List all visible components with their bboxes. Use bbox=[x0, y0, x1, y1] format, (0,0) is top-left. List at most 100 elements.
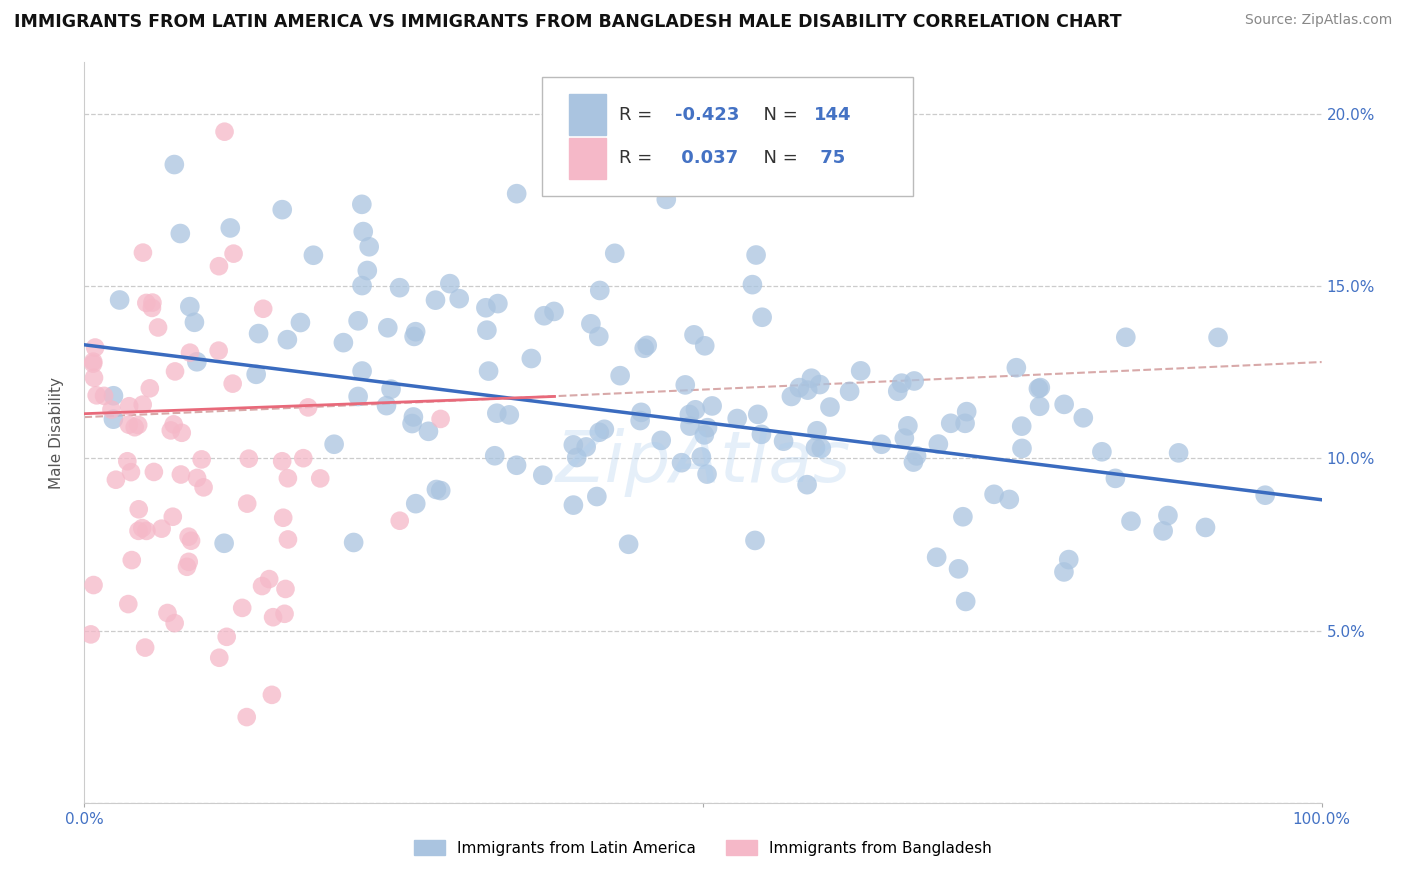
Point bbox=[277, 533, 299, 547]
Point bbox=[429, 412, 451, 426]
Point bbox=[806, 424, 828, 438]
Point bbox=[952, 509, 974, 524]
Point bbox=[146, 320, 169, 334]
Text: N =: N = bbox=[752, 105, 804, 124]
Point bbox=[235, 710, 257, 724]
Point bbox=[520, 351, 543, 366]
Point bbox=[887, 384, 910, 399]
Text: 144: 144 bbox=[814, 105, 852, 124]
Point bbox=[343, 535, 366, 549]
Point bbox=[131, 521, 153, 535]
Point bbox=[290, 316, 312, 330]
Point bbox=[252, 301, 274, 316]
Point bbox=[84, 341, 107, 355]
Point bbox=[118, 417, 141, 432]
Point bbox=[671, 456, 693, 470]
Point bbox=[693, 339, 716, 353]
Point bbox=[186, 471, 208, 485]
Point bbox=[190, 452, 212, 467]
Point bbox=[633, 341, 655, 355]
Point bbox=[388, 514, 411, 528]
Point bbox=[401, 417, 423, 431]
Point bbox=[82, 354, 104, 368]
Point bbox=[302, 248, 325, 262]
Point bbox=[683, 327, 706, 342]
Point bbox=[323, 437, 346, 451]
Point bbox=[377, 320, 399, 334]
Point bbox=[1053, 565, 1076, 579]
Point bbox=[132, 245, 155, 260]
Text: R =: R = bbox=[619, 105, 658, 124]
Point bbox=[543, 304, 565, 318]
Point bbox=[118, 399, 141, 413]
Point bbox=[1071, 410, 1094, 425]
Point bbox=[800, 371, 823, 385]
Point bbox=[245, 368, 267, 382]
Point bbox=[425, 293, 447, 307]
Point bbox=[628, 413, 651, 427]
Point bbox=[170, 425, 193, 440]
Point bbox=[849, 364, 872, 378]
Point bbox=[375, 399, 398, 413]
Point bbox=[478, 364, 501, 378]
Point bbox=[1028, 399, 1050, 413]
Point bbox=[359, 240, 381, 254]
Point bbox=[1091, 444, 1114, 458]
Text: Source: ZipAtlas.com: Source: ZipAtlas.com bbox=[1244, 13, 1392, 28]
Point bbox=[83, 371, 105, 385]
Point bbox=[747, 408, 769, 422]
Point bbox=[1115, 330, 1137, 344]
Point bbox=[352, 225, 374, 239]
Text: N =: N = bbox=[752, 149, 804, 168]
Point bbox=[117, 597, 139, 611]
Point bbox=[169, 227, 191, 241]
Point bbox=[159, 424, 181, 438]
Point bbox=[82, 357, 104, 371]
Point bbox=[956, 404, 979, 418]
Point bbox=[780, 389, 803, 403]
Point bbox=[231, 600, 253, 615]
Point bbox=[796, 477, 818, 491]
Bar bbox=[569, 138, 606, 178]
Point bbox=[696, 420, 718, 434]
Point bbox=[1057, 552, 1080, 566]
Point bbox=[297, 401, 319, 415]
Text: IMMIGRANTS FROM LATIN AMERICA VS IMMIGRANTS FROM BANGLADESH MALE DISABILITY CORR: IMMIGRANTS FROM LATIN AMERICA VS IMMIGRA… bbox=[14, 13, 1122, 31]
Point bbox=[429, 483, 451, 498]
Point bbox=[380, 382, 402, 396]
Point bbox=[745, 248, 768, 262]
Point bbox=[208, 343, 231, 358]
Point bbox=[498, 408, 520, 422]
Point bbox=[103, 389, 125, 403]
Point bbox=[1119, 514, 1142, 528]
Point bbox=[404, 329, 426, 343]
Point bbox=[215, 630, 238, 644]
Point bbox=[212, 536, 235, 550]
Point bbox=[179, 300, 201, 314]
Point bbox=[804, 441, 827, 455]
Point bbox=[193, 480, 215, 494]
Point bbox=[531, 468, 554, 483]
Point bbox=[273, 607, 295, 621]
Point bbox=[1029, 381, 1052, 395]
Point bbox=[838, 384, 860, 399]
Point bbox=[948, 562, 970, 576]
Point bbox=[186, 355, 208, 369]
Point bbox=[609, 368, 631, 383]
Point bbox=[679, 419, 702, 434]
Point bbox=[789, 381, 811, 395]
Point bbox=[927, 437, 949, 451]
Y-axis label: Male Disability: Male Disability bbox=[49, 376, 63, 489]
Point bbox=[983, 487, 1005, 501]
Point bbox=[655, 193, 678, 207]
Point bbox=[562, 438, 585, 452]
Point bbox=[751, 310, 773, 325]
Point bbox=[108, 293, 131, 307]
Point bbox=[356, 263, 378, 277]
Point bbox=[678, 408, 700, 422]
Text: 75: 75 bbox=[814, 149, 845, 168]
Point bbox=[818, 400, 841, 414]
Point bbox=[180, 533, 202, 548]
Point bbox=[121, 553, 143, 567]
Point bbox=[250, 579, 273, 593]
